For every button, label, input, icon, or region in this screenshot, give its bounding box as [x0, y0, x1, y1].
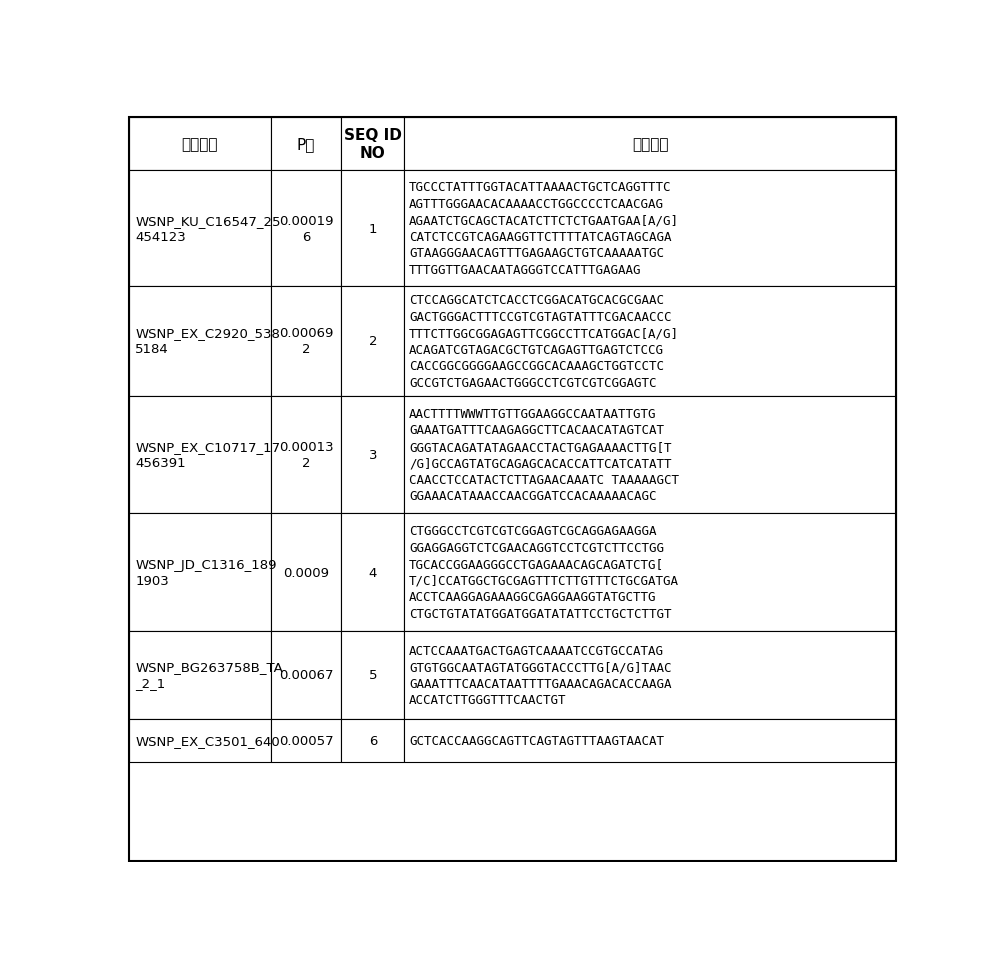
- Bar: [271, 719, 341, 762]
- Bar: [404, 172, 896, 287]
- Bar: [404, 631, 896, 719]
- Bar: [404, 396, 896, 514]
- Text: WSNP_EX_C3501_640: WSNP_EX_C3501_640: [135, 735, 280, 747]
- Bar: [341, 396, 404, 514]
- Text: WSNP_KU_C16547_25
454123: WSNP_KU_C16547_25 454123: [135, 214, 281, 243]
- Bar: [129, 719, 271, 762]
- Bar: [129, 631, 271, 719]
- Text: 4: 4: [369, 566, 377, 579]
- Text: WSNP_JD_C1316_189
1903: WSNP_JD_C1316_189 1903: [135, 558, 277, 587]
- Text: GCTCACCAAGGCAGTTCAGTAGTTTAAGTAACAT: GCTCACCAAGGCAGTTCAGTAGTTTAAGTAACAT: [409, 735, 664, 747]
- Bar: [271, 287, 341, 396]
- Bar: [129, 118, 271, 172]
- Text: WSNP_EX_C10717_17
456391: WSNP_EX_C10717_17 456391: [135, 441, 280, 470]
- Bar: [341, 172, 404, 287]
- Text: P值: P值: [297, 137, 315, 152]
- Text: 3: 3: [369, 449, 377, 461]
- Text: TGCCCTATTTGGTACATTAAAACTGCTCAGGTTTC
AGTTTGGGAACACAAAACCTGGCCCCTCAACGAG
AGAATCTGC: TGCCCTATTTGGTACATTAAAACTGCTCAGGTTTC AGTT…: [409, 181, 679, 276]
- Text: 0.00069
2: 0.00069 2: [279, 327, 333, 356]
- Text: 0.00057: 0.00057: [279, 735, 333, 747]
- Text: WSNP_EX_C2920_538
5184: WSNP_EX_C2920_538 5184: [135, 327, 280, 356]
- Bar: [341, 118, 404, 172]
- Text: 1: 1: [369, 222, 377, 235]
- Text: 0.00067: 0.00067: [279, 669, 333, 681]
- Text: 5: 5: [369, 669, 377, 681]
- Bar: [271, 514, 341, 631]
- Text: 0.00019
6: 0.00019 6: [279, 214, 333, 243]
- Bar: [404, 719, 896, 762]
- Bar: [129, 172, 271, 287]
- Bar: [404, 287, 896, 396]
- Text: 标记名称: 标记名称: [182, 137, 218, 152]
- Bar: [271, 631, 341, 719]
- Text: ACTCCAAATGACTGAGTCAAAATCCGTGCCATAG
GTGTGGCAATAGTATGGGTACCCTTG[A/G]TAAC
GAAATTTCA: ACTCCAAATGACTGAGTCAAAATCCGTGCCATAG GTGTG…: [409, 644, 671, 706]
- Bar: [271, 396, 341, 514]
- Text: 2: 2: [369, 335, 377, 348]
- Text: WSNP_BG263758B_TA
_2_1: WSNP_BG263758B_TA _2_1: [135, 661, 283, 690]
- Bar: [341, 631, 404, 719]
- Bar: [404, 514, 896, 631]
- Text: AACTTTTWWWTTGTTGGAAGGCCAATAATTGTG
GAAATGATTTCAAGAGGCTTCACAACATAGTCAT
GGGTACAGATA: AACTTTTWWWTTGTTGGAAGGCCAATAATTGTG GAAATG…: [409, 407, 679, 503]
- Text: CTGGGCCTCGTCGTCGGAGTCGCAGGAGAAGGA
GGAGGAGGTCTCGAACAGGTCCTCGTCTTCCTGG
TGCACCGGAAG: CTGGGCCTCGTCGTCGGAGTCGCAGGAGAAGGA GGAGGA…: [409, 525, 679, 620]
- Text: SEQ ID
NO: SEQ ID NO: [344, 128, 402, 161]
- Bar: [129, 396, 271, 514]
- Text: 0.0009: 0.0009: [283, 566, 329, 579]
- Bar: [271, 118, 341, 172]
- Bar: [341, 719, 404, 762]
- Text: 参考序列: 参考序列: [632, 137, 668, 152]
- Bar: [271, 172, 341, 287]
- Bar: [341, 287, 404, 396]
- Bar: [341, 514, 404, 631]
- Text: 6: 6: [369, 735, 377, 747]
- Text: 0.00013
2: 0.00013 2: [279, 441, 333, 470]
- Bar: [129, 514, 271, 631]
- Text: CTCCAGGCATCTCACCTCGGACATGCACGCGAAC
GACTGGGACTTTCCGTCGTAGTATTTCGACAACCC
TTTCTTGGC: CTCCAGGCATCTCACCTCGGACATGCACGCGAAC GACTG…: [409, 294, 679, 390]
- Bar: [404, 118, 896, 172]
- Bar: [129, 287, 271, 396]
